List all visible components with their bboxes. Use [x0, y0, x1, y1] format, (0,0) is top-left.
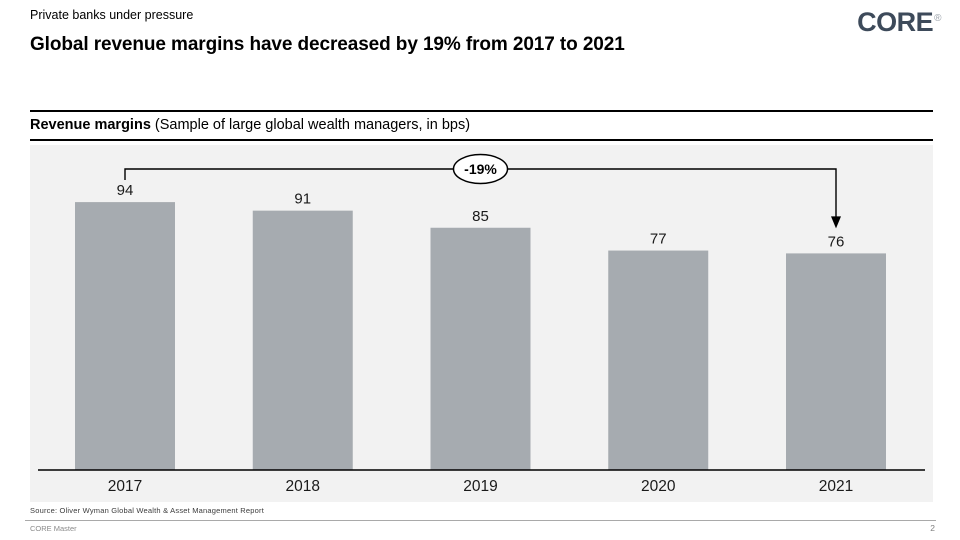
x-axis-label: 2018	[286, 478, 320, 495]
slide-title: Global revenue margins have decreased by…	[30, 34, 625, 55]
registered-mark-icon: ®	[934, 13, 941, 24]
chart-panel: 94 2017 91 2018 85 2019 77 2020 76 2021 -19%	[30, 145, 933, 502]
annotation-label: -19%	[464, 161, 497, 177]
x-axis-label: 2017	[108, 478, 142, 495]
source-note: Source: Oliver Wyman Global Wealth & Ass…	[30, 506, 264, 515]
x-axis-label: 2019	[463, 478, 497, 495]
chart-section-header: Revenue margins (Sample of large global w…	[30, 110, 933, 141]
bar-value-label: 91	[294, 191, 311, 208]
bar-value-label: 94	[117, 182, 134, 199]
footer-master-label: CORE Master	[30, 524, 77, 533]
bar-2020	[608, 250, 709, 470]
footer-divider	[25, 520, 936, 521]
bar-value-label: 77	[650, 231, 667, 248]
chart-subtitle: (Sample of large global wealth managers,…	[154, 117, 471, 133]
page-number: 2	[930, 523, 935, 533]
bar-2017	[75, 202, 175, 470]
bar-2021	[786, 253, 886, 470]
bar-value-label: 76	[828, 233, 845, 250]
annotation-ellipse	[452, 153, 509, 185]
logo-text: CORE	[857, 7, 934, 37]
bar-value-label: 85	[472, 208, 489, 225]
arrowhead-down-icon	[831, 216, 841, 229]
x-axis-label: 2020	[641, 478, 676, 495]
x-axis-label: 2021	[819, 478, 853, 495]
bar-2018	[252, 210, 353, 470]
core-logo: CORE®	[857, 9, 941, 36]
bar-chart: 94 2017 91 2018 85 2019 77 2020 76 2021 -19%	[38, 153, 925, 495]
bar-2019	[430, 227, 531, 470]
kicker-text: Private banks under pressure	[30, 8, 194, 22]
chart-title: Revenue margins	[30, 117, 151, 133]
